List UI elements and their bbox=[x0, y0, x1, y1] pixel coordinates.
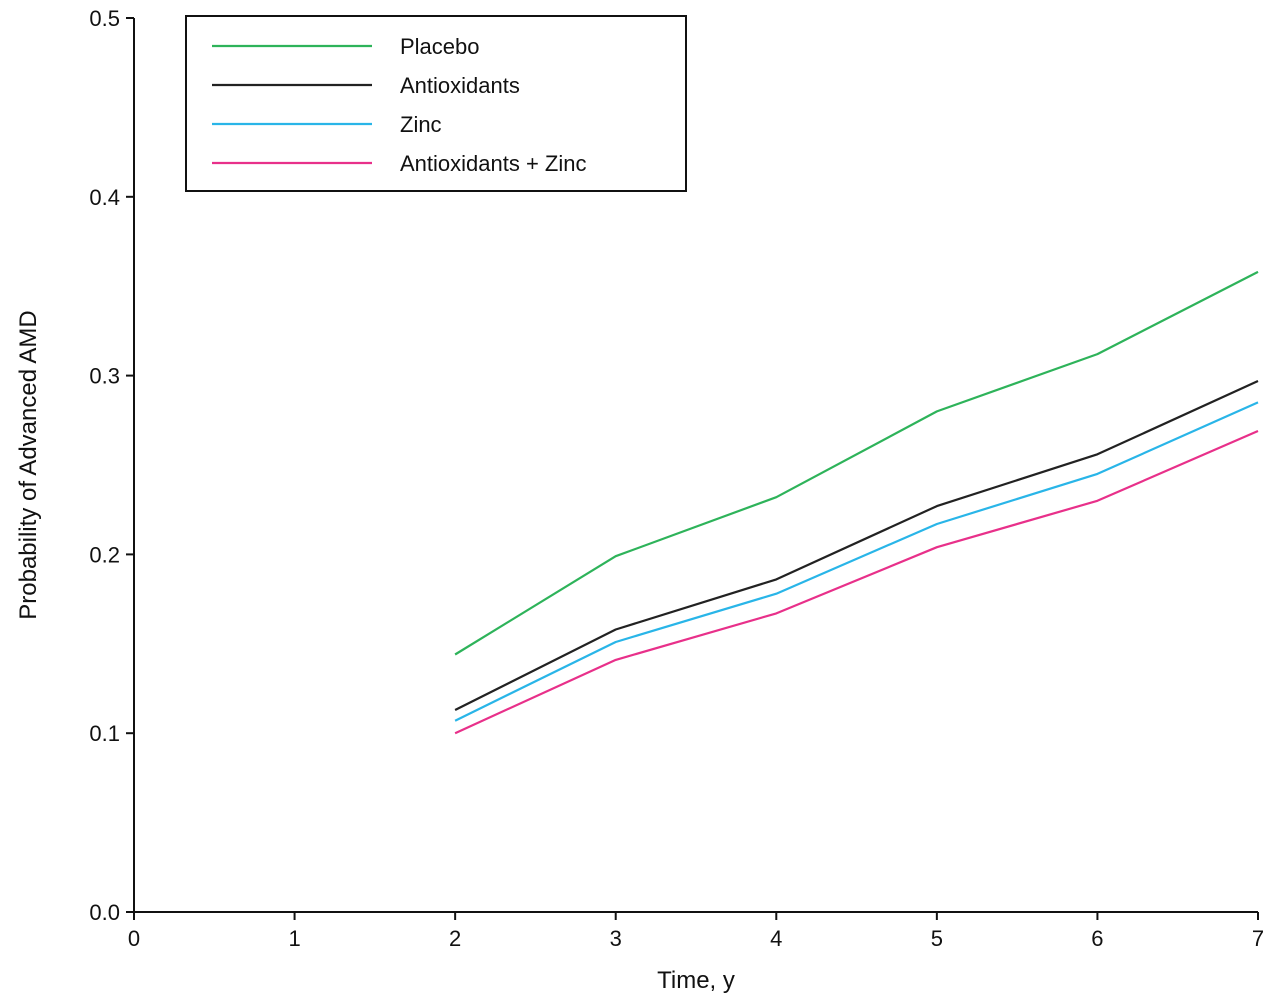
y-tick-label: 0.1 bbox=[89, 721, 120, 746]
series-lines bbox=[454, 270, 1259, 735]
y-tick-label: 0.4 bbox=[89, 185, 120, 210]
legend-label-antioxidants-zinc: Antioxidants + Zinc bbox=[400, 151, 586, 176]
legend-label-antioxidants: Antioxidants bbox=[400, 73, 520, 98]
x-tick-label: 5 bbox=[931, 926, 943, 951]
y-tick-label: 0.3 bbox=[89, 364, 120, 389]
series-line-antioxidants bbox=[454, 379, 1259, 711]
y-axis-title: Probability of Advanced AMD bbox=[15, 310, 42, 620]
y-tick-label: 0.2 bbox=[89, 542, 120, 567]
x-tick-label: 6 bbox=[1091, 926, 1103, 951]
axes bbox=[133, 18, 1258, 913]
x-tick-label: 4 bbox=[770, 926, 782, 951]
x-tick-label: 1 bbox=[288, 926, 300, 951]
legend-items: Placebo Antioxidants Zinc Antioxidants + Zi… bbox=[212, 34, 586, 176]
legend-label-placebo: Placebo bbox=[400, 34, 480, 59]
series-line-placebo bbox=[454, 270, 1259, 656]
x-tick-label: 7 bbox=[1252, 926, 1264, 951]
x-tick-label: 0 bbox=[128, 926, 140, 951]
legend-label-zinc: Zinc bbox=[400, 112, 442, 137]
x-tick-label: 2 bbox=[449, 926, 461, 951]
x-tick-label: 3 bbox=[610, 926, 622, 951]
x-axis-title: Time, y bbox=[657, 967, 735, 994]
series-line-zinc bbox=[454, 401, 1259, 722]
x-axis-ticks: 0 1 2 3 4 5 6 7 bbox=[128, 912, 1264, 951]
series-line-antioxidants-zinc bbox=[454, 429, 1259, 735]
y-tick-label: 0.0 bbox=[89, 900, 120, 925]
y-axis-ticks: 0.0 0.1 0.2 0.3 0.4 0.5 bbox=[89, 6, 134, 925]
y-tick-label: 0.5 bbox=[89, 6, 120, 31]
legend: Placebo Antioxidants Zinc Antioxidants + Zi… bbox=[185, 15, 687, 192]
